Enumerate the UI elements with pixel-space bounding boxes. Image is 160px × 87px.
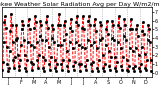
- Title: Milwaukee Weather Solar Radiation Avg per Day W/m2/minute: Milwaukee Weather Solar Radiation Avg pe…: [0, 2, 160, 7]
